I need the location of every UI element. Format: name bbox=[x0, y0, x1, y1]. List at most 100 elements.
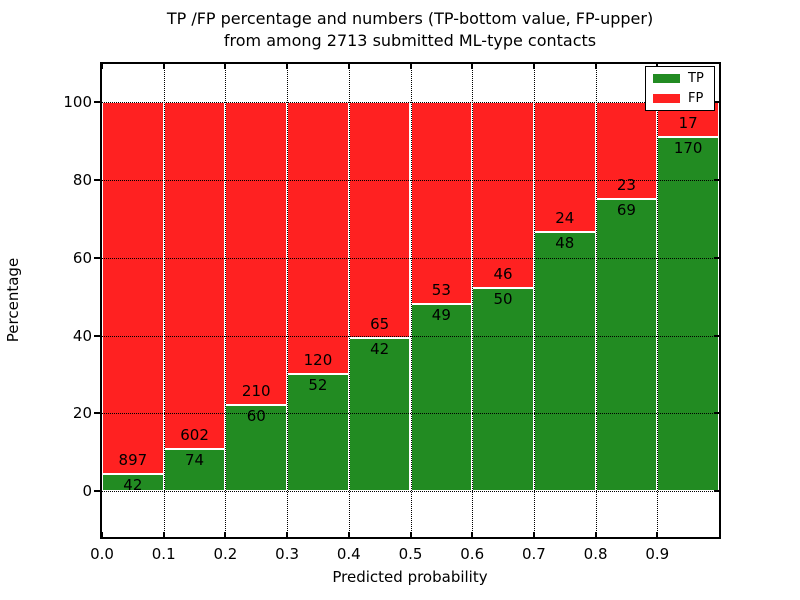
x-tick-top bbox=[162, 64, 165, 69]
legend-label: FP bbox=[688, 91, 704, 106]
tick-layer bbox=[94, 64, 719, 537]
y-tick-right bbox=[714, 178, 719, 181]
y-tick-right bbox=[714, 490, 719, 493]
bar-label-fp: 24 bbox=[555, 208, 575, 227]
x-gridline bbox=[410, 64, 412, 537]
x-tick-bottom bbox=[656, 532, 659, 537]
x-tick-bottom bbox=[162, 532, 165, 537]
x-tick-label: 0.4 bbox=[336, 545, 361, 563]
bar-label-tp: 42 bbox=[123, 475, 143, 494]
x-tick-label: 0.1 bbox=[151, 545, 176, 563]
bar-segment-tp bbox=[472, 288, 534, 492]
bar-label-tp: 48 bbox=[555, 233, 575, 252]
x-tick-bottom bbox=[594, 532, 597, 537]
bar-segment-tp bbox=[102, 473, 164, 492]
x-gridline bbox=[348, 64, 350, 537]
x-tick-bottom bbox=[409, 532, 412, 537]
bar-label-fp: 210 bbox=[241, 381, 271, 400]
x-tick-label: 0.6 bbox=[460, 545, 485, 563]
y-tick-label: 20 bbox=[72, 404, 92, 423]
bar-label-fp: 46 bbox=[493, 265, 513, 284]
x-tick-top bbox=[101, 64, 103, 69]
bar-label-tp: 69 bbox=[616, 201, 636, 220]
chart-title: TP /FP percentage and numbers (TP-bottom… bbox=[110, 8, 710, 52]
bar-segment-fp bbox=[348, 101, 411, 339]
bar-label-fp: 897 bbox=[118, 450, 148, 469]
y-tick-label: 40 bbox=[72, 326, 92, 345]
chart-title-line2: from among 2713 submitted ML-type contac… bbox=[223, 31, 597, 50]
bar-label-tp: 49 bbox=[431, 306, 451, 325]
x-tick-label: 0.9 bbox=[645, 545, 670, 563]
bar-label-tp: 50 bbox=[493, 290, 513, 309]
x-gridline bbox=[595, 64, 597, 537]
y-tick-right bbox=[714, 100, 719, 103]
bars-layer bbox=[102, 64, 719, 537]
bar-label-tp: 52 bbox=[308, 375, 328, 394]
x-tick-label: 0.2 bbox=[213, 545, 238, 563]
x-tick-top bbox=[532, 64, 535, 69]
y-tick-right bbox=[714, 412, 719, 415]
x-tick-bottom bbox=[224, 532, 227, 537]
x-tick-bottom bbox=[471, 532, 474, 537]
bar-segment-tp bbox=[163, 448, 226, 492]
x-tick-bottom bbox=[532, 532, 535, 537]
y-tick-label: 100 bbox=[63, 92, 92, 111]
legend-swatch-tp bbox=[653, 74, 680, 83]
x-gridline bbox=[287, 64, 289, 537]
bar-label-fp: 602 bbox=[180, 425, 209, 444]
y-tick-left bbox=[94, 412, 100, 415]
x-tick-top bbox=[347, 64, 350, 69]
legend: TP FP bbox=[645, 66, 715, 111]
bar-segment-fp bbox=[533, 101, 596, 232]
legend-label: TP bbox=[688, 71, 704, 86]
bar-segment-tp bbox=[657, 137, 719, 492]
x-gridline bbox=[533, 64, 535, 537]
x-tick-label: 0.7 bbox=[521, 545, 546, 563]
bar-label-tp: 170 bbox=[673, 139, 703, 158]
y-tick-right bbox=[714, 256, 719, 259]
bar-segment-fp bbox=[595, 101, 658, 200]
x-tick-label: 0.0 bbox=[90, 545, 114, 563]
bar-segment-tp bbox=[533, 231, 596, 492]
x-tick-top bbox=[471, 64, 474, 69]
chart-title-line1: TP /FP percentage and numbers (TP-bottom… bbox=[166, 9, 654, 28]
y-tick-left bbox=[94, 334, 100, 337]
x-tick-label: 0.8 bbox=[583, 545, 608, 563]
bar-label-fp: 65 bbox=[370, 315, 390, 334]
legend-item-tp: TP bbox=[653, 72, 708, 85]
bar-label-tp: 60 bbox=[246, 406, 266, 425]
y-axis-label: Percentage bbox=[4, 257, 22, 343]
bar-label-tp: 74 bbox=[185, 450, 205, 469]
x-axis-label: Predicted probability bbox=[332, 568, 488, 586]
y-tick-right bbox=[714, 334, 719, 337]
tick-labels-layer: 0 20 40 60 80 100 0.0 0.1 0.2 0.3 0.4 0.5 0.6 0.7 0.8 0… bbox=[63, 64, 719, 563]
bar-segment-fp bbox=[163, 101, 226, 449]
x-tick-bottom bbox=[286, 532, 289, 537]
x-tick-bottom bbox=[347, 532, 350, 537]
bar-segment-tp bbox=[410, 304, 473, 492]
bar-label-fp: 53 bbox=[431, 281, 451, 300]
bar-label-fp: 23 bbox=[616, 176, 636, 195]
y-tick-label: 0 bbox=[82, 482, 92, 501]
x-tick-top bbox=[409, 64, 412, 69]
bar-label-fp: 17 bbox=[678, 114, 698, 133]
y-tick-left bbox=[94, 256, 100, 259]
x-tick-bottom bbox=[101, 532, 103, 537]
x-gridline bbox=[225, 64, 227, 537]
plot-area: 897 42 602 74 210 60 120 52 65 42 53 49 46 50 24 48 23 69… bbox=[63, 62, 721, 563]
x-gridline bbox=[472, 64, 474, 537]
y-tick-left bbox=[94, 100, 100, 103]
x-gridline bbox=[163, 64, 165, 537]
grid-layer bbox=[102, 64, 719, 537]
y-tick-label: 80 bbox=[72, 170, 92, 189]
x-tick-label: 0.5 bbox=[398, 545, 423, 563]
x-gridline bbox=[657, 64, 659, 537]
y-tick-left bbox=[94, 490, 100, 493]
bar-segment-fp bbox=[287, 101, 349, 374]
x-tick-top bbox=[594, 64, 597, 69]
x-tick-label: 0.3 bbox=[275, 545, 300, 563]
x-tick-top bbox=[286, 64, 289, 69]
legend-swatch-fp bbox=[653, 94, 680, 103]
y-tick-label: 60 bbox=[72, 248, 92, 267]
